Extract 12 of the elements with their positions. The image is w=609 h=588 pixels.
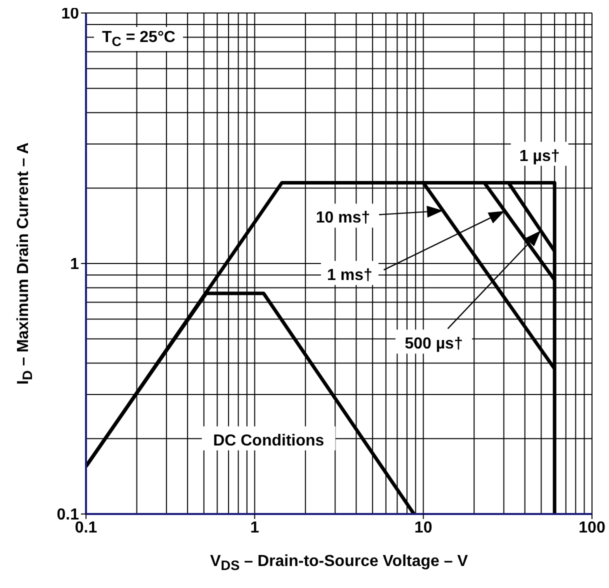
x-axis-title: V$_{DS}$ – Drain-to-Source Voltage – V [210, 553, 468, 574]
y-tick-label: 1 [70, 256, 80, 274]
series-label: DC Conditions [213, 432, 324, 450]
x-tick-label: 1 [250, 519, 260, 536]
text: 500 µs† [404, 336, 463, 353]
text: 1 ms† [327, 266, 372, 284]
annotation: T$_{C}$ = 25°C [94, 27, 184, 52]
x-tick-label: 100 [578, 519, 606, 536]
legend-label: 10 ms† [316, 210, 370, 227]
x-tick-label: 0.1 [74, 519, 98, 536]
series-label: 1 µs† [519, 148, 560, 165]
x-tick-label: 10 [414, 519, 432, 536]
